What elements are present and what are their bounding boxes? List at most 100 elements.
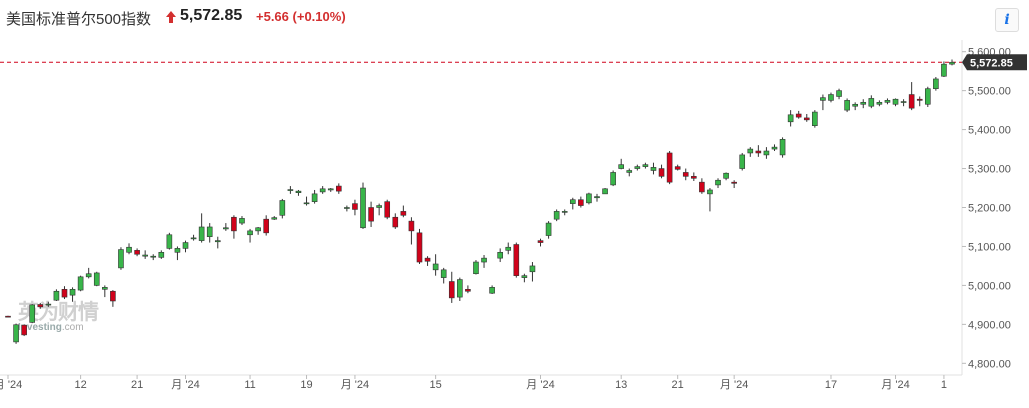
candle-body (682, 172, 689, 177)
x-tick-label: 19 (300, 379, 312, 391)
y-tick-label: 5,500.00 (968, 86, 1011, 98)
candle-body (424, 257, 431, 262)
x-tick-label: 月 '24 (341, 379, 369, 391)
info-button[interactable]: i (995, 8, 1019, 32)
candle (779, 137, 786, 158)
candle-body (174, 248, 181, 253)
candle (731, 180, 737, 189)
candle-body (93, 272, 100, 286)
candle (110, 290, 116, 307)
candle-body (126, 246, 132, 253)
candle-body (731, 181, 737, 184)
candle-body (53, 290, 60, 301)
candle (126, 243, 132, 255)
candle (561, 209, 568, 216)
candle-body (255, 227, 261, 232)
candle (513, 242, 520, 278)
candle (610, 170, 616, 187)
candle (206, 223, 213, 243)
up-arrow-icon (166, 11, 176, 23)
candle (812, 110, 818, 128)
candle (311, 189, 318, 204)
candle (85, 267, 92, 279)
candle-body (755, 150, 762, 154)
candle (158, 250, 165, 259)
candle (408, 217, 415, 245)
candle (21, 324, 27, 337)
x-tick-label: 21 (672, 379, 684, 391)
price-change: +5.66 (+0.10%) (256, 9, 346, 24)
candle-body (134, 250, 140, 255)
candle-body (206, 226, 213, 238)
candle-body (448, 281, 455, 299)
candle (941, 61, 947, 78)
candle-body (85, 273, 92, 278)
candle-body (239, 218, 245, 224)
last-price-tag-label: 5,572.85 (970, 57, 1013, 69)
candle-body (29, 304, 36, 323)
candle (860, 99, 867, 109)
instrument-title: 美国标准普尔500指数 (6, 11, 152, 28)
candle (916, 96, 923, 107)
candle (5, 315, 11, 318)
candle (650, 162, 657, 175)
candle (473, 260, 479, 275)
candle (327, 188, 334, 192)
watermark-suffix: .com (61, 322, 84, 333)
candle (392, 213, 399, 229)
candle (707, 188, 713, 212)
candle-body (521, 275, 528, 278)
candle-body (820, 97, 826, 101)
candle-body (634, 166, 641, 169)
candle (505, 242, 512, 255)
candle (481, 255, 487, 268)
candle (521, 273, 528, 283)
candle (255, 226, 261, 235)
candle-body (21, 324, 27, 336)
candle-body (432, 263, 439, 271)
candle-body (747, 148, 754, 154)
watermark-brand: Investing (18, 322, 62, 333)
candle-body (924, 88, 931, 105)
candle (344, 205, 350, 212)
candle (594, 193, 600, 202)
candle (448, 271, 455, 303)
candle-body (69, 289, 76, 296)
candle-body (327, 188, 334, 191)
candle (876, 100, 883, 107)
candle (150, 254, 157, 261)
candle-body (691, 176, 697, 179)
candle-body (626, 170, 633, 173)
candle (247, 228, 253, 243)
candle (723, 172, 729, 181)
candle-body (900, 101, 907, 103)
candle-body (77, 276, 84, 291)
x-axis: 月 '24 12 21 月 '24 11 19 月 '24 15 月 '24 13 21 月 '24 1… (0, 375, 947, 391)
candle-body (836, 90, 842, 97)
y-tick-label: 4,900.00 (968, 319, 1011, 331)
candle (868, 95, 875, 109)
candle (239, 216, 245, 226)
candle (223, 223, 229, 231)
candle-body (45, 303, 52, 306)
candle-body (440, 269, 447, 278)
candle (691, 172, 697, 182)
candle-body (150, 255, 157, 258)
change-value: +5.66 (256, 9, 289, 24)
candle-body (884, 100, 891, 103)
candle-body (602, 188, 608, 195)
candle-body (311, 193, 318, 202)
candle (77, 275, 84, 292)
candle (771, 144, 778, 152)
last-price-tag (962, 54, 1027, 71)
candle (29, 304, 36, 324)
candle (416, 228, 423, 264)
candle (142, 250, 148, 259)
candle (174, 246, 181, 261)
candle-body (400, 211, 407, 216)
candle (674, 164, 681, 171)
candle (287, 186, 294, 194)
candle (61, 286, 68, 300)
candle-body (13, 324, 19, 343)
